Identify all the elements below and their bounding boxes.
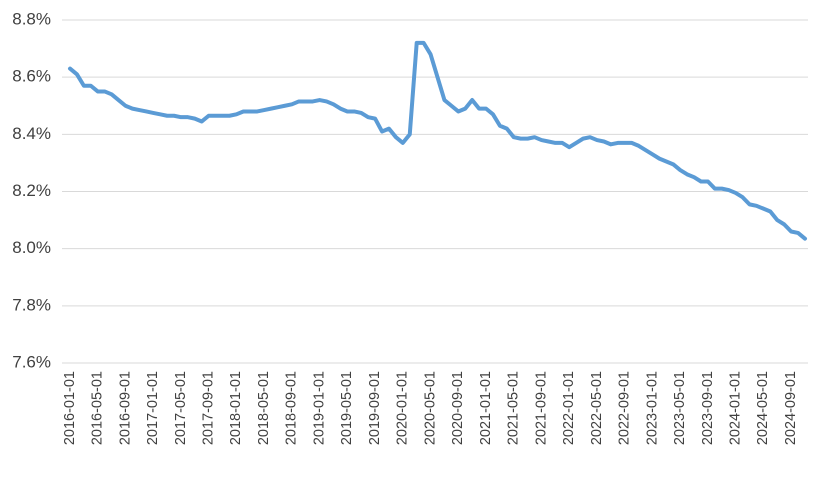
x-tick-label: 2021-01-01 bbox=[478, 371, 494, 445]
data-line bbox=[68, 40, 807, 241]
x-tick-label: 2023-01-01 bbox=[644, 371, 660, 445]
x-tick-label: 2024-05-01 bbox=[755, 371, 771, 445]
x-tick-label: 2022-09-01 bbox=[617, 371, 633, 445]
y-tick-label: 8.6% bbox=[12, 67, 51, 86]
x-tick-label: 2022-05-01 bbox=[589, 371, 605, 445]
x-tick-label: 2020-01-01 bbox=[395, 371, 411, 445]
y-tick-label: 7.6% bbox=[12, 352, 51, 371]
x-tick-label: 2023-05-01 bbox=[672, 371, 688, 445]
x-tick-label: 2018-09-01 bbox=[284, 371, 300, 445]
x-tick-label: 2023-09-01 bbox=[700, 371, 716, 445]
x-tick-label: 2024-01-01 bbox=[727, 371, 743, 445]
x-tick-label: 2024-09-01 bbox=[783, 371, 799, 445]
x-tick-label: 2016-01-01 bbox=[62, 371, 78, 445]
x-tick-label: 2017-01-01 bbox=[145, 371, 161, 445]
x-tick-label: 2019-09-01 bbox=[367, 371, 383, 445]
x-tick-label: 2018-05-01 bbox=[256, 371, 272, 445]
x-tick-label: 2017-09-01 bbox=[201, 371, 217, 445]
x-tick-label: 2019-01-01 bbox=[311, 371, 327, 445]
x-tick-label: 2020-05-01 bbox=[422, 371, 438, 445]
x-tick-label: 2019-05-01 bbox=[339, 371, 355, 445]
y-tick-label: 8.8% bbox=[12, 9, 51, 28]
x-tick-label: 2021-09-01 bbox=[533, 371, 549, 445]
x-tick-label: 2018-01-01 bbox=[228, 371, 244, 445]
x-tick-label: 2016-09-01 bbox=[117, 371, 133, 445]
x-tick-label: 2017-05-01 bbox=[173, 371, 189, 445]
y-tick-label: 8.0% bbox=[12, 238, 51, 257]
x-tick-label: 2020-09-01 bbox=[450, 371, 466, 445]
y-tick-label: 7.8% bbox=[12, 295, 51, 314]
x-tick-label: 2021-05-01 bbox=[506, 371, 522, 445]
x-tick-label: 2022-01-01 bbox=[561, 371, 577, 445]
x-tick-label: 2016-05-01 bbox=[90, 371, 106, 445]
y-tick-label: 8.4% bbox=[12, 124, 51, 143]
y-tick-label: 8.2% bbox=[12, 181, 51, 200]
